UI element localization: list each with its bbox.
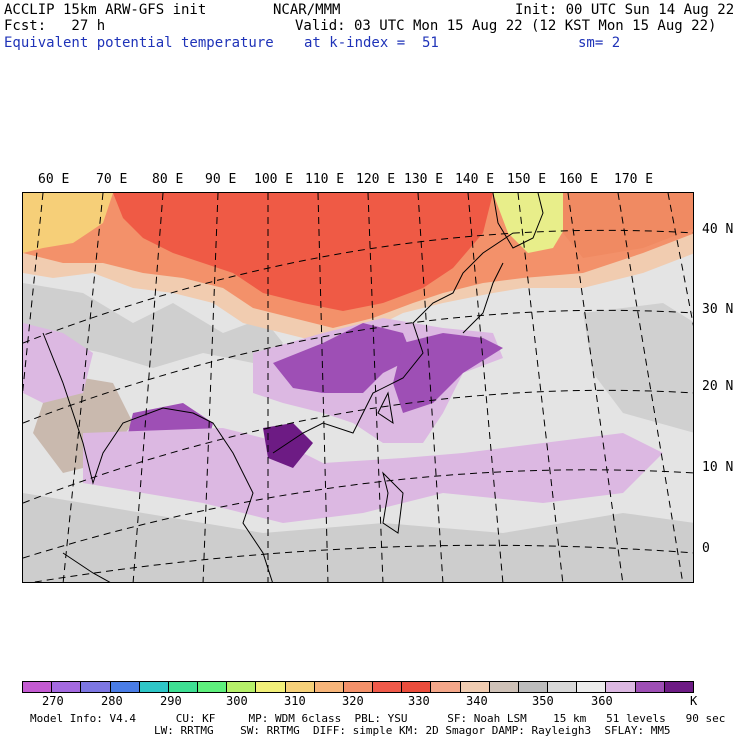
humid-region-tropics [83, 428, 663, 523]
lon-label-100e: 100 E [254, 172, 294, 187]
colorbar-swatch-6 [198, 682, 228, 692]
grey-region-south [23, 493, 693, 582]
lat-label-0: 0 [702, 541, 710, 556]
lon-label-150e: 150 E [507, 172, 547, 187]
colorbar-swatch-9 [285, 682, 315, 692]
colorbar-tick-300: 300 [226, 694, 248, 708]
band-yellow-east [493, 193, 568, 253]
colorbar-swatch-11 [343, 682, 374, 692]
colorbar-swatch-18 [548, 682, 578, 692]
graticule [23, 193, 693, 582]
smoothing-info: sm= 2 [578, 35, 621, 51]
colorbar-swatch-16 [489, 682, 519, 692]
humid-region-arabian-sea [23, 323, 93, 403]
colorbar-tick-320: 320 [342, 694, 364, 708]
colorbar-swatch-4 [139, 682, 169, 692]
colorbar-tick-280: 280 [101, 694, 123, 708]
band-east-warm [563, 193, 693, 258]
lat-label-20n: 20 N [702, 379, 734, 394]
colorbar-swatch-2 [81, 682, 111, 692]
colorbar-swatch-3 [110, 682, 140, 692]
band-320k [113, 193, 493, 311]
init-time: Init: 00 UTC Sun 14 Aug 22 [515, 2, 735, 18]
colorbar-swatch-19 [577, 682, 607, 692]
coastlines [42, 193, 544, 582]
lon-label-80e: 80 E [152, 172, 184, 187]
lon-label-160e: 160 E [559, 172, 599, 187]
lon-label-70e: 70 E [96, 172, 128, 187]
lon-label-60e: 60 E [38, 172, 70, 187]
colorbar-tick-340: 340 [466, 694, 488, 708]
colorbar-tick-330: 330 [408, 694, 430, 708]
grey-region-pacific [583, 303, 693, 433]
model-title: ACCLIP 15km ARW-GFS init [4, 2, 207, 18]
high-theta-e-east-china-sea [393, 333, 503, 413]
physics-info-line: LW: RRTMG SW: RRTMG DIFF: simple KM: 2D … [154, 724, 671, 737]
colorbar-swatch-14 [431, 682, 461, 692]
colorbar-tick-310: 310 [284, 694, 306, 708]
lon-label-140e: 140 E [455, 172, 495, 187]
high-theta-e-china [273, 323, 413, 393]
lat-label-40n: 40 N [702, 222, 734, 237]
valid-time: Valid: 03 UTC Mon 15 Aug 22 (12 KST Mon … [295, 18, 717, 34]
colorbar-swatch-0 [23, 682, 53, 692]
colorbar-swatch-22 [664, 682, 693, 692]
colorbar-tick-360: 360 [591, 694, 613, 708]
colorbar-tick-290: 290 [160, 694, 182, 708]
level-info: at k-index = 51 [304, 35, 439, 51]
lon-label-110e: 110 E [305, 172, 345, 187]
colorbar-swatch-20 [606, 682, 636, 692]
colorbar-swatch-17 [518, 682, 549, 692]
center-name: NCAR/MMM [273, 2, 341, 18]
colorbar-swatch-5 [168, 682, 199, 692]
map-panel [22, 192, 694, 583]
colorbar-swatch-15 [460, 682, 490, 692]
colorbar-swatch-7 [227, 682, 257, 692]
colorbar-tick-270: 270 [42, 694, 64, 708]
theta-e-map [23, 193, 693, 582]
colorbar-swatch-13 [402, 682, 432, 692]
colorbar-tick-350: 350 [532, 694, 554, 708]
colorbar-swatch-12 [373, 682, 403, 692]
colorbar-swatch-10 [314, 682, 344, 692]
band-yellow-west [23, 193, 113, 253]
lon-label-170e: 170 E [614, 172, 654, 187]
colorbar-swatch-21 [635, 682, 665, 692]
forecast-hour: Fcst: 27 h [4, 18, 106, 34]
colorbar-unit: K [690, 694, 698, 708]
colorbar-swatch-8 [256, 682, 286, 692]
field-name: Equivalent potential temperature [4, 35, 274, 51]
colorbar [22, 681, 694, 693]
colorbar-swatch-1 [52, 682, 82, 692]
lon-label-130e: 130 E [404, 172, 444, 187]
model-info-line: Model Info: V4.4 CU: KF MP: WDM 6class P… [30, 712, 726, 725]
lon-label-120e: 120 E [356, 172, 396, 187]
lon-label-90e: 90 E [205, 172, 237, 187]
lat-label-10n: 10 N [702, 460, 734, 475]
lat-label-30n: 30 N [702, 302, 734, 317]
